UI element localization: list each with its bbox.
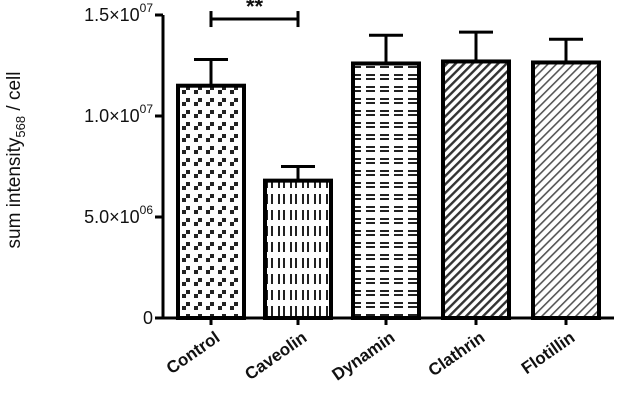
x-ticks-group: Control Caveolin Dynamin Clathrin Flotillin: [163, 318, 578, 384]
bars-group: [176, 59, 601, 321]
y-tick-label-1: 5.0×1006: [84, 203, 153, 227]
y-tick-label-2: 1.0×1007: [84, 102, 153, 126]
y-axis-label-suffix: / cell: [4, 72, 25, 116]
axes-group: [161, 15, 614, 320]
x-tick-label-control: Control: [163, 328, 223, 378]
bar-flotillin: [531, 60, 601, 320]
significance-label: **: [246, 0, 264, 19]
y-ticks-group: 0 5.0×1006 1.0×1007 1.5×1007: [84, 1, 163, 328]
y-axis-label-main: sum intensity: [4, 137, 25, 248]
x-tick-label-flotillin: Flotillin: [518, 328, 578, 378]
y-axis-label: sum intensity568 / cell: [4, 72, 28, 249]
x-tick-label-dynamin: Dynamin: [329, 328, 399, 385]
significance-group: **: [209, 0, 300, 28]
error-bars-group: [194, 30, 583, 181]
y-axis-label-subscript: 568: [13, 116, 28, 138]
y-tick-label-3: 1.5×1007: [84, 1, 153, 25]
bar-clathrin: [441, 59, 511, 321]
x-tick-label-caveolin: Caveolin: [241, 328, 310, 384]
bar-caveolin: [263, 178, 333, 320]
x-tick-label-clathrin: Clathrin: [425, 328, 489, 380]
bar-dynamin: [351, 61, 421, 321]
y-tick-label-0: 0: [143, 308, 153, 328]
bar-control: [176, 83, 246, 320]
